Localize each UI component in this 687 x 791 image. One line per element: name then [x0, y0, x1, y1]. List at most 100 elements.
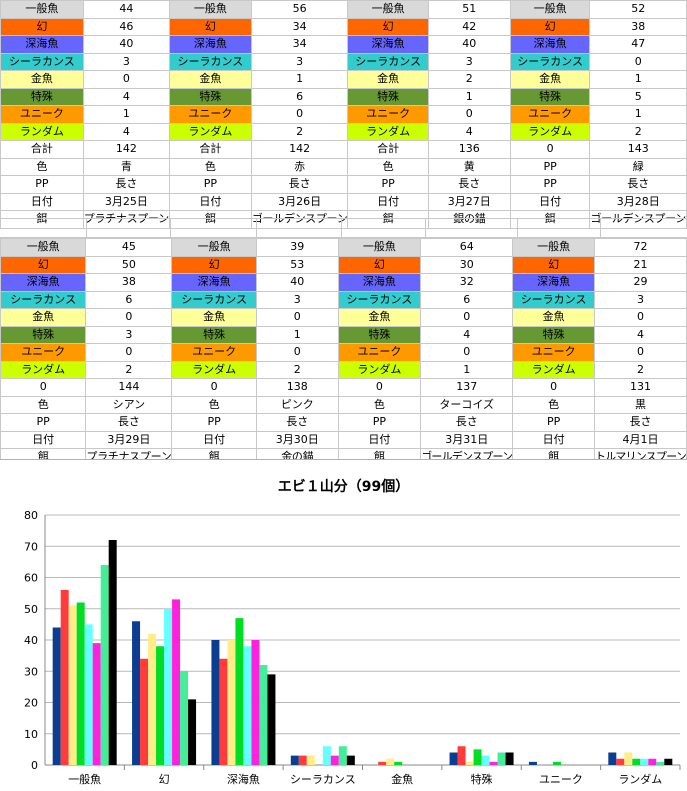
value-cell[interactable]: 長さ	[255, 413, 339, 432]
row-label-cell[interactable]: 合計	[0, 140, 84, 159]
row-label-cell[interactable]: 金魚	[0, 308, 87, 327]
row-label-cell[interactable]: 特殊	[0, 87, 84, 106]
row-label-cell[interactable]: 深海魚	[0, 35, 84, 54]
row-label-cell[interactable]: 特殊	[509, 87, 591, 106]
value-cell[interactable]: 138	[255, 378, 339, 397]
value-cell[interactable]: 4	[593, 325, 687, 344]
value-cell[interactable]: 緑	[589, 157, 687, 176]
row-label-cell[interactable]: ランダム	[512, 360, 595, 379]
value-cell[interactable]: 45	[85, 238, 173, 257]
row-label-cell[interactable]: PP	[0, 413, 87, 432]
row-label-cell[interactable]: 深海魚	[171, 273, 257, 292]
row-label-cell[interactable]: ランダム	[168, 122, 252, 141]
value-cell[interactable]: 黒	[593, 395, 687, 414]
value-cell[interactable]: 136	[427, 140, 511, 159]
value-cell[interactable]: 2	[85, 360, 173, 379]
row-label-cell[interactable]: PP	[0, 175, 84, 194]
row-label-cell[interactable]: 深海魚	[337, 273, 422, 292]
value-cell[interactable]: 長さ	[420, 413, 514, 432]
value-cell[interactable]: 3月29日	[85, 430, 173, 449]
row-label-cell[interactable]: 一般魚	[509, 0, 591, 19]
row-label-cell[interactable]: 深海魚	[512, 273, 595, 292]
value-cell[interactable]: ピンク	[255, 395, 339, 414]
value-cell[interactable]: 143	[589, 140, 687, 159]
row-label-cell[interactable]: 合計	[168, 140, 252, 159]
row-label-cell[interactable]: 幻	[168, 17, 252, 36]
value-cell[interactable]: 2	[255, 360, 339, 379]
value-cell[interactable]: 3	[250, 52, 349, 71]
row-label-cell[interactable]: 金魚	[0, 70, 84, 89]
value-cell[interactable]: 47	[589, 35, 687, 54]
row-label-cell[interactable]: 一般魚	[168, 0, 252, 19]
row-label-cell[interactable]: シーラカンス	[168, 52, 252, 71]
value-cell[interactable]: 38	[589, 17, 687, 36]
value-cell[interactable]: 142	[250, 140, 349, 159]
row-label-cell[interactable]: 色	[171, 395, 257, 414]
value-cell[interactable]: 50	[85, 255, 173, 274]
row-label-cell[interactable]: ランダム	[337, 360, 422, 379]
row-label-cell[interactable]: 日付	[0, 192, 84, 211]
row-label-cell[interactable]: 深海魚	[347, 35, 429, 54]
value-cell[interactable]: 4	[82, 87, 170, 106]
row-label-cell[interactable]: 特殊	[171, 325, 257, 344]
row-label-cell[interactable]: 日付	[347, 192, 429, 211]
row-label-cell[interactable]: 一般魚	[0, 0, 84, 19]
value-cell[interactable]: 4	[82, 122, 170, 141]
row-label-cell[interactable]: 一般魚	[347, 0, 429, 19]
row-label-cell[interactable]: PP	[168, 175, 252, 194]
value-cell[interactable]: 3月26日	[250, 192, 349, 211]
value-cell[interactable]: 長さ	[427, 175, 511, 194]
value-cell[interactable]: 64	[420, 238, 514, 257]
row-label-cell[interactable]: ランダム	[171, 360, 257, 379]
row-label-cell[interactable]: シーラカンス	[509, 52, 591, 71]
value-cell[interactable]: 3	[427, 52, 511, 71]
value-cell[interactable]: 2	[427, 70, 511, 89]
value-cell[interactable]: 2	[593, 360, 687, 379]
row-label-cell[interactable]: 一般魚	[512, 238, 595, 257]
row-label-cell[interactable]: ランダム	[0, 360, 87, 379]
row-label-cell[interactable]: シーラカンス	[171, 290, 257, 309]
value-cell[interactable]: 51	[427, 0, 511, 19]
row-label-cell[interactable]: 合計	[347, 140, 429, 159]
row-label-cell[interactable]: ユニーク	[512, 343, 595, 362]
value-cell[interactable]: 0	[589, 52, 687, 71]
value-cell[interactable]: 46	[82, 17, 170, 36]
value-cell[interactable]: 3	[593, 290, 687, 309]
row-label-cell[interactable]: 幻	[512, 255, 595, 274]
row-label-cell[interactable]: ランダム	[0, 122, 84, 141]
row-label-cell[interactable]: 特殊	[168, 87, 252, 106]
value-cell[interactable]: 142	[82, 140, 170, 159]
row-label-cell[interactable]: 0	[0, 378, 87, 397]
value-cell[interactable]: 53	[255, 255, 339, 274]
row-label-cell[interactable]: シーラカンス	[347, 52, 429, 71]
row-label-cell[interactable]: ユニーク	[0, 105, 84, 124]
value-cell[interactable]: 4	[427, 122, 511, 141]
row-label-cell[interactable]: シーラカンス	[512, 290, 595, 309]
value-cell[interactable]: 赤	[250, 157, 349, 176]
row-label-cell[interactable]: ユニーク	[509, 105, 591, 124]
row-label-cell[interactable]: 色	[0, 395, 87, 414]
row-label-cell[interactable]: 金魚	[512, 308, 595, 327]
value-cell[interactable]: 長さ	[82, 175, 170, 194]
value-cell[interactable]: 32	[420, 273, 514, 292]
row-label-cell[interactable]: 深海魚	[0, 273, 87, 292]
value-cell[interactable]: シアン	[85, 395, 173, 414]
row-label-cell[interactable]: ランダム	[509, 122, 591, 141]
row-label-cell[interactable]: 色	[168, 157, 252, 176]
row-label-cell[interactable]: 特殊	[337, 325, 422, 344]
row-label-cell[interactable]: 幻	[0, 17, 84, 36]
row-label-cell[interactable]: 日付	[337, 430, 422, 449]
row-label-cell[interactable]: 色	[0, 157, 84, 176]
row-label-cell[interactable]: シーラカンス	[0, 290, 87, 309]
value-cell[interactable]: 0	[427, 105, 511, 124]
value-cell[interactable]: 0	[82, 70, 170, 89]
value-cell[interactable]: 40	[255, 273, 339, 292]
row-label-cell[interactable]: 日付	[0, 430, 87, 449]
row-label-cell[interactable]: 金魚	[509, 70, 591, 89]
row-label-cell[interactable]: 0	[171, 378, 257, 397]
row-label-cell[interactable]: 幻	[171, 255, 257, 274]
value-cell[interactable]: 0	[593, 308, 687, 327]
value-cell[interactable]: 40	[82, 35, 170, 54]
value-cell[interactable]: 56	[250, 0, 349, 19]
value-cell[interactable]: 0	[250, 105, 349, 124]
